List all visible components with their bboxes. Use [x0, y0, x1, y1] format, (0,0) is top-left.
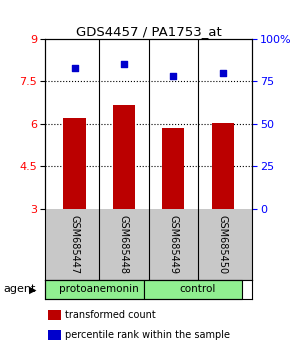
Bar: [113, 105, 135, 209]
Text: percentile rank within the sample: percentile rank within the sample: [65, 330, 230, 340]
Text: GSM685450: GSM685450: [218, 215, 228, 274]
Point: [220, 70, 225, 76]
Bar: [45, 280, 144, 299]
Bar: [162, 128, 184, 209]
Text: GSM685447: GSM685447: [70, 215, 79, 274]
Bar: [144, 280, 242, 299]
Point: [122, 61, 126, 67]
Text: GSM685448: GSM685448: [119, 215, 129, 274]
Text: agent: agent: [3, 284, 35, 295]
Text: GSM685449: GSM685449: [168, 215, 178, 274]
Text: transformed count: transformed count: [65, 310, 156, 320]
Bar: [212, 123, 234, 209]
Text: control: control: [180, 284, 216, 295]
Point: [72, 65, 77, 71]
Text: protoanemonin: protoanemonin: [59, 284, 139, 295]
Title: GDS4457 / PA1753_at: GDS4457 / PA1753_at: [76, 25, 222, 38]
Bar: [64, 118, 86, 209]
Point: [171, 74, 176, 79]
Text: ▶: ▶: [29, 284, 37, 295]
